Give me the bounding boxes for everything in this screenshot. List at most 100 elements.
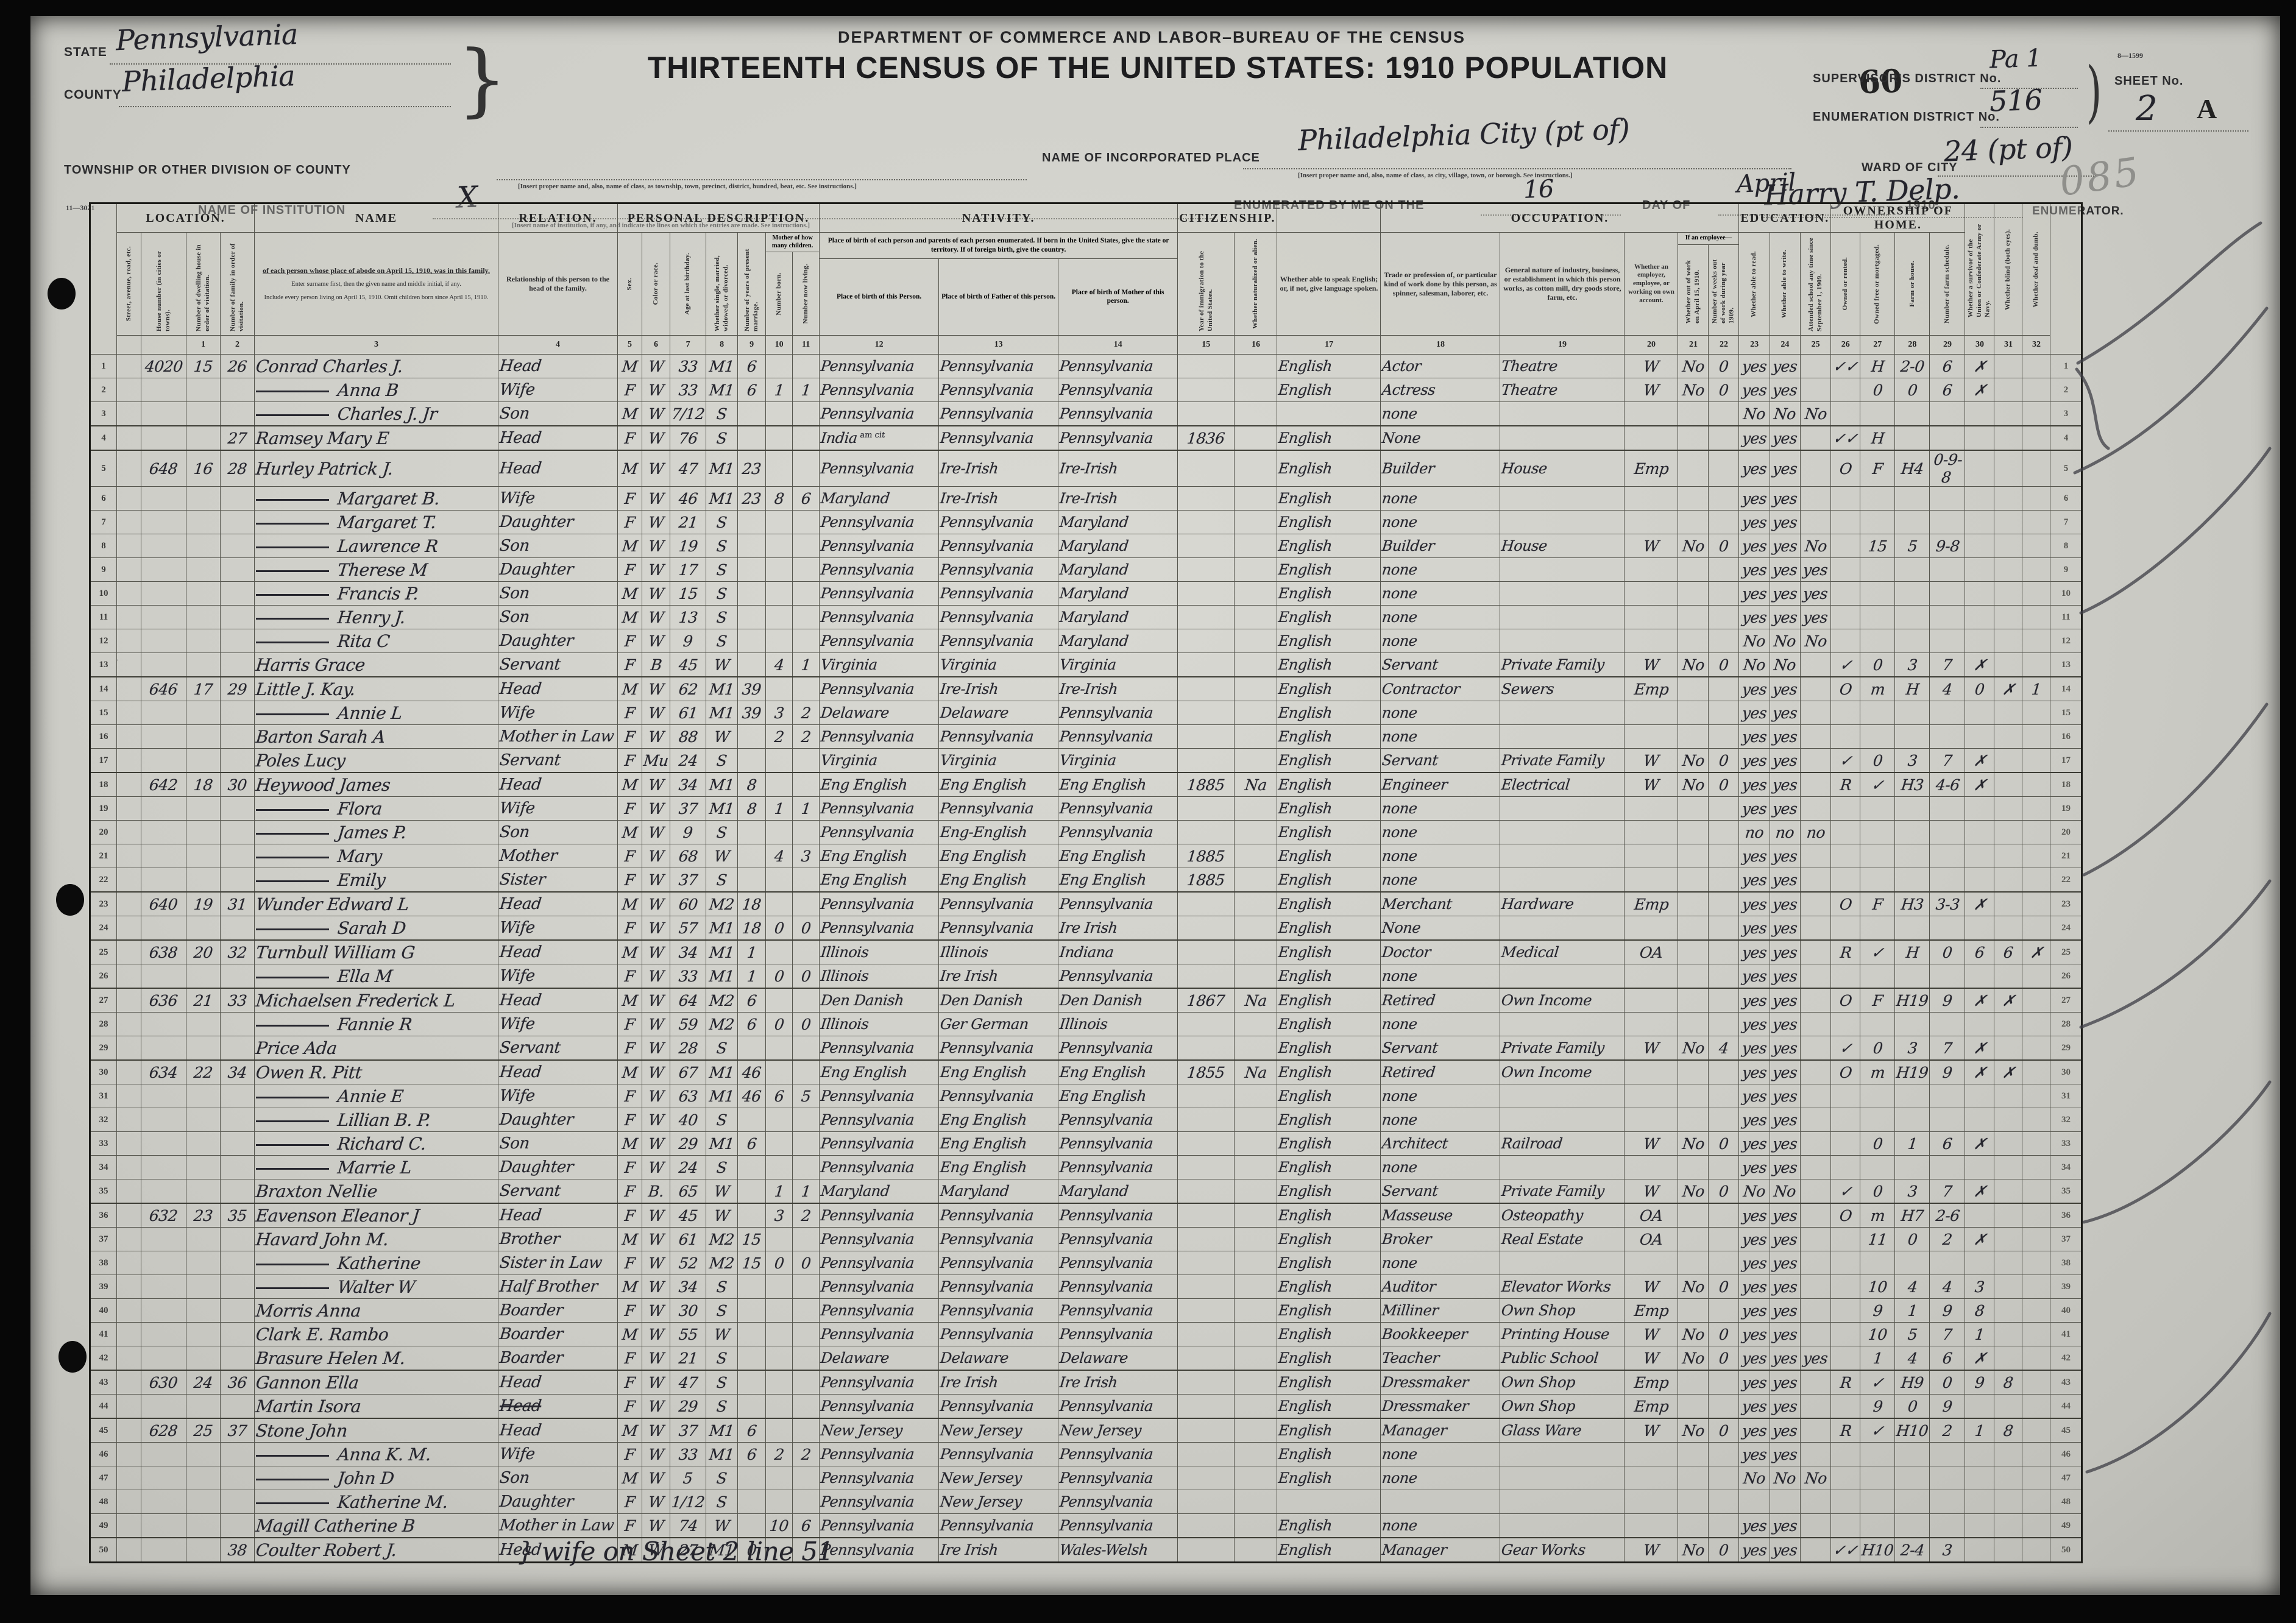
cell-na: [1234, 1251, 1278, 1275]
cell-im: [1177, 1155, 1235, 1179]
cell-st: [116, 1155, 141, 1179]
cell-st: [116, 1537, 141, 1563]
cell-hn: [141, 1012, 186, 1036]
cell-m32: [2022, 1298, 2051, 1323]
cell-st: [116, 1370, 141, 1395]
cell-cl: [792, 1370, 820, 1395]
cell-sc: [1799, 1370, 1832, 1395]
cell-dw: [186, 1466, 221, 1490]
cell-wr: yes: [1769, 1227, 1801, 1251]
cell-fm: [220, 724, 255, 749]
table-row: 41 Clark E. Rambo Boarder M W 55 W Pennsylvania…: [90, 1322, 2083, 1346]
right-line-number: 30: [2050, 1059, 2083, 1084]
cell-ym: [737, 1036, 767, 1061]
cell-dw: [186, 868, 221, 893]
cell-rd: yes: [1738, 1370, 1770, 1395]
right-line-number: 50: [2050, 1537, 2083, 1563]
cell-en: English: [1277, 1394, 1381, 1419]
cell-o2: [1860, 844, 1896, 868]
cell-hn: [141, 1155, 186, 1179]
cell-pm: Pennsylvania: [1058, 701, 1178, 725]
cell-na: [1234, 557, 1278, 582]
cell-nm: Morris Anna: [254, 1298, 498, 1323]
cell-m30: [1965, 868, 1995, 893]
table-row: 24 Sarah D Wife F W 57 M1 18 0 0 Pennsylvania Penns…: [90, 916, 2083, 941]
line-number: 29: [90, 1036, 117, 1061]
cell-nm: Richard C.: [254, 1131, 498, 1156]
cell-fm: 28: [220, 450, 255, 487]
cell-st: [116, 916, 141, 941]
cell-cr: W: [642, 1275, 670, 1299]
table-row: 15 Annie L Wife F W 61 M1 39 3 2 Delaware Delaware P…: [90, 701, 2083, 725]
cell-rl: Wife: [498, 701, 618, 725]
cell-em: W: [1624, 378, 1679, 402]
state-value: Pennsylvania: [115, 17, 299, 57]
cell-pf: Pennsylvania: [938, 1322, 1059, 1346]
cell-m31: [1994, 1036, 2023, 1061]
cell-o4: 7: [1929, 652, 1966, 677]
cell-in: Private Family: [1500, 1036, 1625, 1061]
cell-pb: Pennsylvania: [819, 1513, 940, 1538]
state-label: STATE: [64, 45, 107, 59]
county-label: COUNTY: [64, 88, 122, 102]
cell-st: [116, 1251, 141, 1275]
cell-wk: [1708, 844, 1740, 868]
right-line-number: 46: [2050, 1442, 2083, 1466]
cell-nm: Harris Grace: [254, 652, 498, 677]
cell-cb: 6: [765, 1084, 793, 1108]
cell-cl: 0: [792, 916, 820, 941]
ditto-mark: [256, 1281, 329, 1289]
cell-en: English: [1277, 1084, 1381, 1108]
line-number: 22: [90, 868, 117, 893]
cell-o1: [1830, 1466, 1861, 1490]
cell-cb: [765, 450, 793, 487]
cell-dw: [186, 1537, 221, 1563]
cell-m30: 0: [1965, 676, 1995, 701]
cell-ow: [1678, 1084, 1709, 1108]
cell-ag: 19: [669, 534, 707, 558]
cell-cb: [765, 605, 793, 629]
cell-na: [1234, 1084, 1278, 1108]
cell-pm: Ire-Irish: [1058, 486, 1178, 511]
right-line-number: 10: [2050, 581, 2083, 606]
table-row: 33 Richard C. Son M W 29 M1 6 Pennsylvania Eng En…: [90, 1131, 2083, 1156]
ditto-mark: [256, 971, 329, 978]
cell-cl: [792, 772, 820, 797]
cell-rl: Boarder: [498, 1322, 618, 1346]
cell-wr: yes: [1769, 1537, 1801, 1563]
hole-punch: [58, 1341, 87, 1373]
cell-em: [1624, 724, 1679, 749]
cell-em: [1624, 964, 1679, 989]
cell-ow: [1678, 581, 1709, 606]
cell-ms: M2: [706, 988, 739, 1013]
right-line-number: 47: [2050, 1466, 2083, 1490]
right-line-number: 3: [2050, 401, 2083, 426]
cell-m31: [1994, 425, 2023, 451]
table-row: 35 Braxton Nellie Servant F B. 65 W 1 1 Maryland M…: [90, 1179, 2083, 1204]
group-home: OWNERSHIP OF HOME.: [1830, 203, 1966, 233]
cell-fm: 31: [220, 891, 255, 916]
cell-o1: [1830, 557, 1861, 582]
cell-em: [1624, 510, 1679, 534]
cell-dw: 21: [186, 988, 221, 1013]
cell-m31: 8: [1994, 1370, 2023, 1395]
cell-pb: Pennsylvania: [819, 1370, 940, 1395]
cell-st: [116, 1418, 141, 1443]
cell-oc: none: [1380, 1108, 1501, 1132]
cell-nm: Marrie L: [254, 1155, 498, 1179]
cell-im: [1177, 1466, 1235, 1490]
cell-em: [1624, 605, 1679, 629]
cell-ms: M1: [706, 1537, 739, 1563]
cell-in: [1500, 868, 1625, 893]
cell-sc: [1799, 510, 1832, 534]
cell-em: W: [1624, 1537, 1679, 1563]
cell-en: English: [1277, 748, 1381, 773]
cell-em: [1624, 557, 1679, 582]
cell-wk: [1708, 1084, 1740, 1108]
cell-im: [1177, 534, 1235, 558]
cell-sx: M: [617, 676, 642, 701]
cell-cr: W: [642, 401, 670, 426]
cell-ym: [737, 820, 767, 844]
cell-ow: No: [1678, 1131, 1709, 1156]
cell-im: [1177, 748, 1235, 773]
